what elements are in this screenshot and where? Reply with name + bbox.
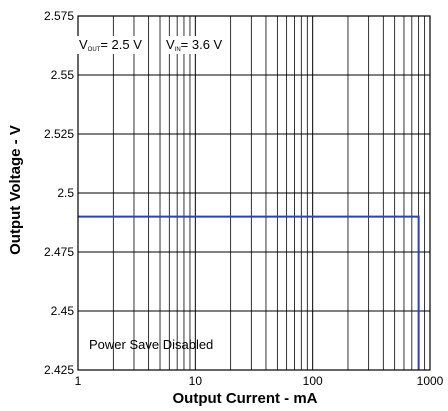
vout-annotation: VOUT= 2.5 V bbox=[79, 37, 142, 53]
y-tick-label: 2.45 bbox=[51, 304, 75, 318]
plot-frame bbox=[77, 15, 431, 371]
annotation-background bbox=[77, 36, 145, 54]
y-axis-title: Output Voltage - V bbox=[7, 125, 24, 255]
vout-subscript: OUT bbox=[88, 47, 101, 53]
y-tick-label: 2.575 bbox=[44, 9, 74, 23]
vin-subscript: IN bbox=[175, 47, 181, 53]
x-tick-label: 100 bbox=[303, 374, 323, 388]
vin-symbol: V bbox=[166, 37, 175, 52]
x-tick-label: 10 bbox=[189, 374, 203, 388]
vin-annotation: VIN= 3.6 V bbox=[166, 37, 223, 53]
y-tick-label: 2.5 bbox=[57, 186, 74, 200]
y-tick-labels: 2.425 2.45 2.475 2.5 2.525 2.55 2.575 bbox=[44, 9, 74, 377]
major-gridlines bbox=[77, 15, 431, 371]
y-tick-label: 2.475 bbox=[44, 245, 74, 259]
annotation-background bbox=[164, 36, 225, 54]
y-tick-label: 2.525 bbox=[44, 127, 74, 141]
x-axis-title: Output Current - mA bbox=[173, 390, 318, 407]
vin-value: = 3.6 V bbox=[181, 37, 223, 52]
y-tick-label: 2.425 bbox=[44, 363, 74, 377]
x-tick-labels: 1 10 100 1000 bbox=[75, 374, 444, 388]
series-layer bbox=[78, 215, 420, 370]
x-tick-label: 1 bbox=[75, 374, 82, 388]
mode-annotation: Power Save Disabled bbox=[89, 337, 213, 352]
x-tick-label: 1000 bbox=[417, 374, 444, 388]
y-tick-label: 2.55 bbox=[51, 68, 75, 82]
vout-symbol: V bbox=[79, 37, 88, 52]
vout-value: = 2.5 V bbox=[100, 37, 142, 52]
series-line bbox=[78, 215, 420, 370]
